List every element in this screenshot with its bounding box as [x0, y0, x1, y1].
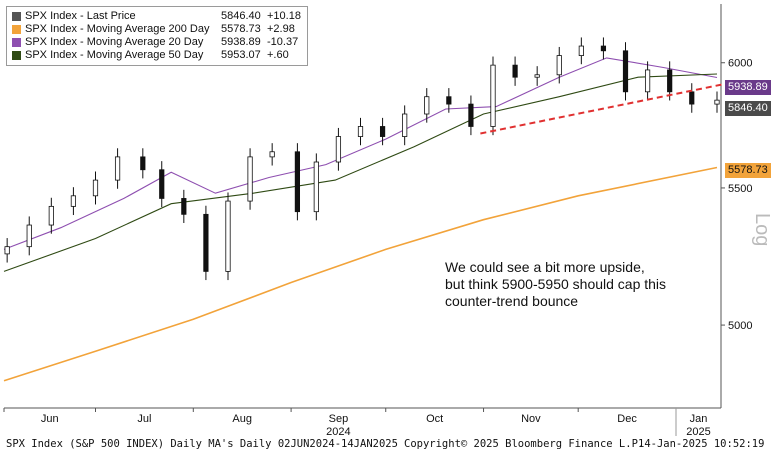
legend-row-last-price: SPX Index - Last Price 5846.40 +10.18: [12, 10, 301, 23]
x-tick-label: Nov: [521, 413, 541, 425]
candle-body: [667, 69, 673, 93]
candle-body: [181, 198, 187, 215]
candle-body: [556, 55, 562, 76]
legend-change: +10.18: [267, 10, 301, 22]
candle-body: [578, 45, 584, 56]
x-year-label: 2025: [686, 426, 710, 438]
candle-body: [48, 205, 54, 226]
x-tick-label: Dec: [617, 413, 637, 425]
candle-body: [534, 74, 540, 78]
candle-body: [92, 179, 99, 197]
legend-change: +.60: [267, 49, 289, 61]
series-line-ma50: [3, 73, 718, 272]
candle-body: [159, 169, 165, 199]
x-tick-label: Jan: [690, 413, 708, 425]
legend-label: SPX Index - Last Price: [25, 10, 136, 22]
annotation-line: counter-trend bounce: [445, 293, 579, 309]
footer-description: SPX Index (S&P 500 INDEX) Daily MA's Dai…: [6, 438, 398, 450]
legend-swatch: [12, 25, 21, 34]
candle-body: [689, 91, 695, 105]
ma20-value-tag: 5938.89: [725, 80, 771, 95]
candle-body: [269, 151, 275, 158]
footer-copyright: Copyright© 2025 Bloomberg Finance L.P.: [404, 438, 645, 450]
legend-row-ma50: SPX Index - Moving Average 50 Day 5953.0…: [12, 49, 301, 62]
candle-body: [335, 136, 342, 163]
legend-row-ma200: SPX Index - Moving Average 200 Day 5578.…: [12, 23, 301, 36]
candle-body: [379, 126, 386, 137]
series-line-ma200: [3, 166, 718, 382]
candle-body: [140, 156, 146, 171]
y-tick-label: 5500: [728, 183, 752, 195]
candle-body: [313, 161, 319, 213]
candle-body: [446, 96, 452, 105]
annotation-line: but think 5900-5950 should cap this: [445, 276, 667, 292]
x-tick-label: Oct: [426, 413, 443, 425]
legend-value: 5846.40: [221, 10, 261, 22]
candle-body: [424, 96, 430, 115]
candle-body: [247, 156, 253, 202]
x-tick-label: Aug: [232, 413, 252, 425]
candle-body: [357, 126, 364, 137]
candle-body: [402, 113, 408, 137]
support-trendline: [480, 82, 726, 135]
candle-body: [294, 151, 301, 213]
legend-swatch: [12, 12, 21, 21]
candle-body: [622, 50, 629, 93]
legend-row-ma20: SPX Index - Moving Average 20 Day 5938.8…: [12, 36, 301, 49]
legend-label: SPX Index - Moving Average 200 Day: [25, 23, 210, 35]
ma200-value-tag: 5578.73: [725, 163, 771, 178]
legend-label: SPX Index - Moving Average 20 Day: [25, 36, 204, 48]
legend-swatch: [12, 38, 21, 47]
legend-label: SPX Index - Moving Average 50 Day: [25, 49, 204, 61]
candle-body: [644, 69, 651, 93]
candle-body: [26, 224, 32, 248]
x-tick-label: Jun: [41, 413, 59, 425]
x-tick-label: Sep: [329, 413, 349, 425]
legend-value: 5578.73: [221, 23, 261, 35]
legend-change: +2.98: [267, 23, 295, 35]
candle-body: [70, 195, 77, 207]
candle-body: [4, 246, 10, 255]
candle-body: [203, 213, 209, 272]
legend-value: 5953.07: [221, 49, 261, 61]
candle-body: [468, 103, 474, 127]
footer-timestamp: 14-Jan-2025 10:52:19: [638, 438, 765, 450]
y-tick-label: 6000: [728, 58, 752, 70]
legend: SPX Index - Last Price 5846.40 +10.18 SP…: [6, 6, 308, 66]
candle-body: [114, 156, 121, 181]
candle-body: [600, 45, 607, 52]
y-axis-label: Log: [751, 213, 773, 246]
x-year-label: 2024: [326, 426, 350, 438]
candle-body: [225, 200, 231, 272]
legend-change: -10.37: [267, 36, 299, 48]
candle-body: [714, 99, 720, 105]
chart-annotation: We could see a bit more upside, but thin…: [445, 259, 715, 310]
candle-body: [512, 64, 518, 78]
x-tick-label: Jul: [137, 413, 151, 425]
last-price-value-tag: 5846.40: [725, 101, 771, 116]
y-tick-label: 5000: [728, 320, 752, 332]
candle-body: [490, 64, 496, 127]
legend-value: 5938.89: [221, 36, 261, 48]
annotation-line: We could see a bit more upside,: [445, 259, 645, 275]
series-line-ma20: [3, 57, 718, 250]
legend-swatch: [12, 51, 21, 60]
